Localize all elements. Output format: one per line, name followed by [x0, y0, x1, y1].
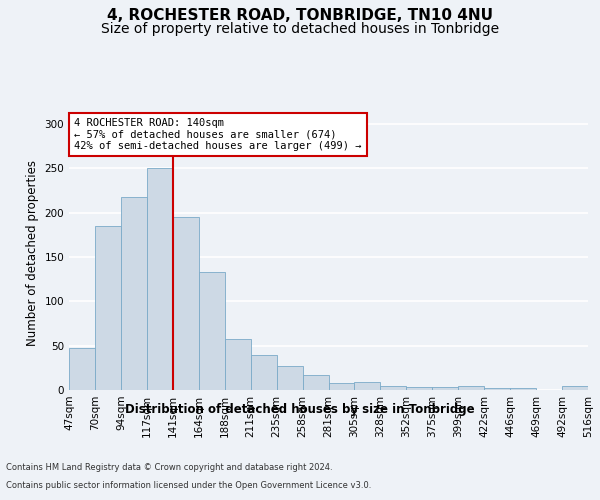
Bar [510, 388, 536, 390]
Bar [302, 375, 329, 390]
Bar [380, 386, 406, 390]
Bar [484, 388, 510, 390]
Text: 4, ROCHESTER ROAD, TONBRIDGE, TN10 4NU: 4, ROCHESTER ROAD, TONBRIDGE, TN10 4NU [107, 8, 493, 22]
Bar [277, 366, 302, 390]
Bar [458, 386, 484, 390]
Bar [95, 226, 121, 390]
Bar [173, 217, 199, 390]
Bar [225, 340, 251, 390]
Bar [69, 348, 95, 390]
Bar [406, 388, 432, 390]
Bar [433, 388, 458, 390]
Bar [329, 383, 355, 390]
Y-axis label: Number of detached properties: Number of detached properties [26, 160, 39, 346]
Bar [147, 168, 173, 390]
Bar [251, 356, 277, 390]
Bar [121, 196, 147, 390]
Text: Distribution of detached houses by size in Tonbridge: Distribution of detached houses by size … [125, 402, 475, 415]
Bar [562, 386, 588, 390]
Text: 4 ROCHESTER ROAD: 140sqm
← 57% of detached houses are smaller (674)
42% of semi-: 4 ROCHESTER ROAD: 140sqm ← 57% of detach… [74, 118, 362, 151]
Bar [355, 382, 380, 390]
Text: Contains public sector information licensed under the Open Government Licence v3: Contains public sector information licen… [6, 481, 371, 490]
Text: Size of property relative to detached houses in Tonbridge: Size of property relative to detached ho… [101, 22, 499, 36]
Text: Contains HM Land Registry data © Crown copyright and database right 2024.: Contains HM Land Registry data © Crown c… [6, 464, 332, 472]
Bar [199, 272, 224, 390]
